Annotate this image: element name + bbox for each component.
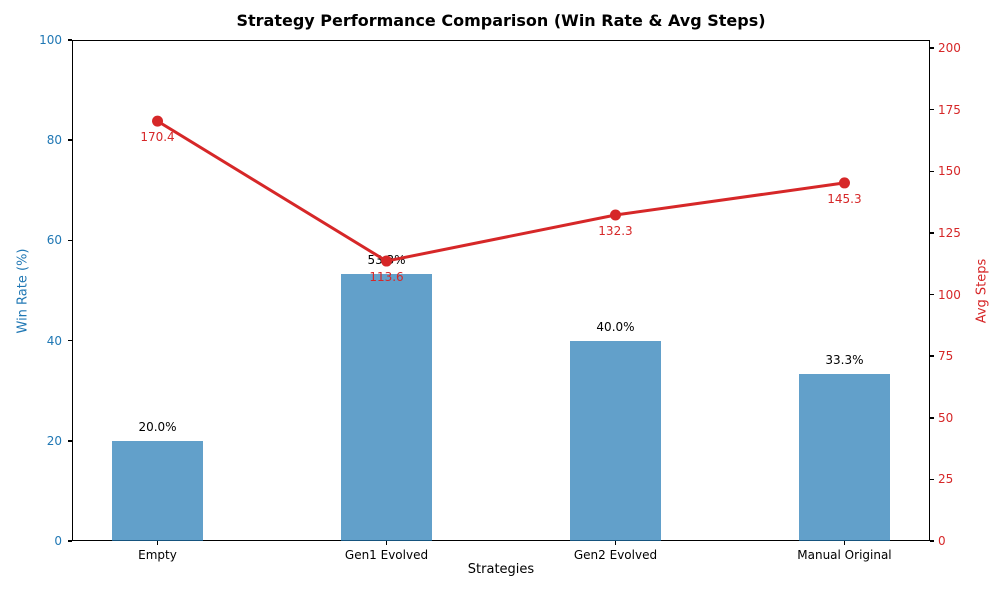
x-tick bbox=[156, 541, 159, 545]
y-tick-label-right: 100 bbox=[938, 287, 961, 302]
x-axis-label: Strategies bbox=[467, 562, 535, 577]
y-tick-right bbox=[930, 417, 934, 419]
y-tick-label-right: 125 bbox=[938, 225, 961, 240]
y-tick-right bbox=[930, 293, 934, 296]
y-tick-right bbox=[930, 540, 934, 542]
chart-title: Strategy Performance Comparison (Win Rat… bbox=[236, 11, 766, 30]
y-tick-label-right: 25 bbox=[938, 472, 954, 487]
y-tick-left bbox=[68, 440, 72, 442]
y-tick-left bbox=[68, 39, 72, 41]
x-tick-label: Gen2 Evolved bbox=[573, 548, 658, 562]
y-tick-label-right: 50 bbox=[938, 410, 954, 425]
bar-value-label: 33.3% bbox=[825, 353, 864, 368]
x-tick-label: Gen1 Evolved bbox=[344, 548, 429, 562]
y-tick-label-left: 0 bbox=[54, 534, 62, 548]
bar-manual-original bbox=[798, 374, 891, 541]
plot-area bbox=[72, 40, 930, 541]
point-value-label: 145.3 bbox=[827, 191, 862, 206]
y-tick-label-right: 75 bbox=[938, 349, 954, 364]
bar-gen2-evolved bbox=[569, 340, 662, 541]
point-value-label: 132.3 bbox=[598, 223, 633, 238]
bar-value-label: 53.3% bbox=[367, 252, 406, 267]
point-value-label: 113.6 bbox=[369, 270, 404, 285]
y-tick-label-left: 40 bbox=[46, 333, 62, 348]
x-tick-label: Empty bbox=[138, 548, 177, 562]
x-tick bbox=[385, 541, 388, 545]
y-tick-label-left: 100 bbox=[39, 33, 62, 47]
y-tick-label-right: 150 bbox=[938, 164, 961, 179]
bar-value-label: 40.0% bbox=[596, 319, 635, 334]
point-value-label: 170.4 bbox=[140, 130, 175, 145]
y-tick-right bbox=[930, 232, 934, 234]
y-tick-left bbox=[68, 339, 72, 342]
y-tick-left bbox=[68, 239, 72, 242]
bar-empty bbox=[111, 440, 204, 541]
y-tick-label-left: 80 bbox=[46, 133, 62, 148]
y-tick-label-right: 200 bbox=[938, 41, 961, 56]
x-tick bbox=[843, 541, 846, 545]
y-tick-label-right: 175 bbox=[938, 102, 961, 117]
y-tick-left bbox=[68, 139, 72, 141]
y-axis-label-left: Win Rate (%) bbox=[15, 248, 31, 333]
y-axis-label-right: Avg Steps bbox=[974, 258, 990, 323]
bar-gen1-evolved bbox=[340, 273, 433, 541]
y-tick-right bbox=[930, 108, 934, 111]
x-tick bbox=[614, 541, 617, 545]
y-tick-right bbox=[930, 170, 934, 173]
y-tick-right bbox=[930, 355, 934, 357]
bar-value-label: 20.0% bbox=[138, 419, 177, 434]
y-tick-label-right: 0 bbox=[938, 534, 946, 548]
x-tick-label: Manual Original bbox=[797, 548, 892, 562]
y-tick-left bbox=[68, 540, 72, 542]
y-tick-right bbox=[930, 478, 934, 481]
y-tick-label-left: 60 bbox=[46, 233, 62, 248]
y-tick-right bbox=[930, 47, 934, 49]
y-tick-label-left: 20 bbox=[46, 433, 62, 448]
